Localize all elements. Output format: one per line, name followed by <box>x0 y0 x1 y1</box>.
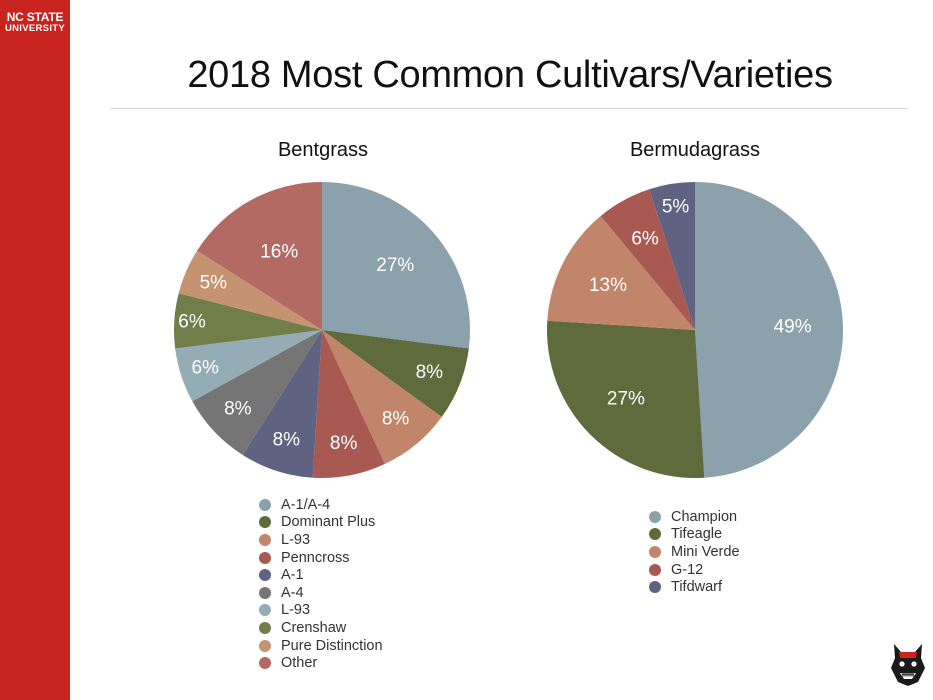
pie-slice <box>600 189 695 330</box>
legend-swatch <box>259 657 271 670</box>
pie-slice <box>322 182 470 349</box>
pie-chart-0: 27%8%8%8%8%8%6%6%5%16% <box>174 182 470 478</box>
legend-label: A-1/A-4 <box>281 496 331 513</box>
legend-label: Other <box>281 655 318 672</box>
legend-label: A-1 <box>281 567 304 584</box>
legend-swatch <box>259 516 271 529</box>
legend-label: G-12 <box>671 561 704 578</box>
legend-item: Penncross <box>259 549 383 567</box>
pie-slice <box>322 330 442 464</box>
legend-label: L-93 <box>281 602 311 619</box>
pie-slice-label: 6% <box>178 311 206 332</box>
legend-swatch <box>649 545 661 558</box>
brand-sidebar: NC STATE UNIVERSITY <box>0 0 70 700</box>
legend-item: Crenshaw <box>259 619 383 637</box>
pie-slice-label: 6% <box>191 357 219 378</box>
pie-slice <box>547 215 695 330</box>
legend-item: Champion <box>649 508 740 526</box>
legend-label: Pure Distinction <box>281 637 383 654</box>
brand-line-1: NC STATE <box>6 10 64 24</box>
bermudagrass-legend: Champion Tifeagle Mini Verde G-12 Tifdwarf <box>649 508 740 596</box>
legend-item: L-93 <box>259 602 383 620</box>
brand-line-2: UNIVERSITY <box>4 22 65 34</box>
legend-swatch <box>259 569 271 582</box>
legend-item: L-93 <box>259 531 383 549</box>
legend-swatch <box>649 510 661 523</box>
pie-slice-label: 27% <box>607 389 645 410</box>
pie-slice <box>322 330 469 417</box>
pie-slice <box>178 250 322 330</box>
legend-label: Tifdwarf <box>671 579 723 596</box>
legend-item: A-4 <box>259 584 383 602</box>
pie-slice <box>649 182 695 330</box>
legend-item: Tifeagle <box>649 526 740 544</box>
legend-item: G-12 <box>649 561 740 579</box>
pie-slice-label: 5% <box>662 197 690 218</box>
legend-swatch <box>259 533 271 546</box>
pie-slice-label: 8% <box>416 362 444 383</box>
legend-swatch <box>259 604 271 617</box>
pie-slice-label: 16% <box>260 242 298 263</box>
pie-slice-label: 49% <box>774 316 812 337</box>
pie-slice-label: 8% <box>330 433 358 454</box>
legend-item: Tifdwarf <box>649 578 740 596</box>
legend-item: Mini Verde <box>649 543 740 561</box>
legend-swatch <box>259 586 271 599</box>
legend-label: Tifeagle <box>671 526 723 543</box>
legend-item: A-1/A-4 <box>259 496 383 514</box>
legend-label: Penncross <box>281 549 350 566</box>
legend-label: Dominant Plus <box>281 514 376 531</box>
slide-title: 2018 Most Common Cultivars/Varieties <box>187 54 833 96</box>
legend-item: Other <box>259 654 383 672</box>
pie-slice-label: 27% <box>376 255 414 276</box>
legend-swatch <box>259 498 271 511</box>
legend-swatch <box>649 528 661 541</box>
pie-slice-label: 13% <box>589 275 627 296</box>
legend-label: Crenshaw <box>281 619 347 636</box>
legend-swatch <box>649 581 661 594</box>
pie-slice-label: 5% <box>200 272 228 293</box>
legend-swatch <box>259 621 271 634</box>
legend-swatch <box>259 639 271 652</box>
legend-label: Champion <box>671 508 738 525</box>
pie-slice-label: 8% <box>224 399 252 420</box>
pie-slice <box>242 330 322 478</box>
bermudagrass-chart-title: Bermudagrass <box>629 139 761 161</box>
legend-label: A-4 <box>281 584 304 601</box>
wolf-mascot-icon <box>891 644 925 686</box>
legend-item: Pure Distinction <box>259 637 383 655</box>
pie-chart-1: 49% 27% 13% 6%5% <box>547 182 843 479</box>
legend-item: Dominant Plus <box>259 514 383 532</box>
pie-slice <box>174 293 322 349</box>
pie-slice <box>695 182 843 478</box>
pie-slice-label: 6% <box>631 229 659 250</box>
title-divider <box>110 108 908 109</box>
legend-label: L-93 <box>281 531 311 548</box>
pie-slice <box>197 182 322 330</box>
legend-label: Mini Verde <box>671 543 740 560</box>
bentgrass-legend: A-1/A-4 Dominant Plus L-93 Penncross A-1 A-4 L… <box>259 496 383 672</box>
legend-swatch <box>649 563 661 576</box>
university-logo: NC STATE UNIVERSITY <box>0 11 70 34</box>
pie-slice <box>547 320 705 479</box>
legend-swatch <box>259 551 271 564</box>
bentgrass-chart-title: Bentgrass <box>277 139 369 161</box>
pie-slice <box>192 330 322 455</box>
pie-slice-label: 8% <box>273 429 301 450</box>
pie-slice <box>175 330 322 402</box>
pie-slice <box>312 330 386 478</box>
pie-slice-label: 8% <box>382 408 410 429</box>
legend-item: A-1 <box>259 566 383 584</box>
